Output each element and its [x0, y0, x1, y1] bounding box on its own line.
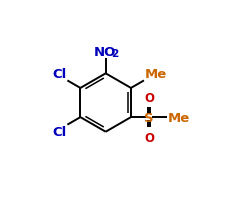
Text: 2: 2: [111, 49, 118, 59]
Text: Cl: Cl: [52, 126, 66, 139]
Text: Cl: Cl: [52, 68, 66, 80]
Text: NO: NO: [94, 46, 116, 59]
Text: Me: Me: [168, 111, 190, 124]
Text: S: S: [144, 111, 154, 124]
Text: O: O: [144, 91, 154, 104]
Text: O: O: [144, 131, 154, 144]
Text: Me: Me: [145, 67, 168, 80]
